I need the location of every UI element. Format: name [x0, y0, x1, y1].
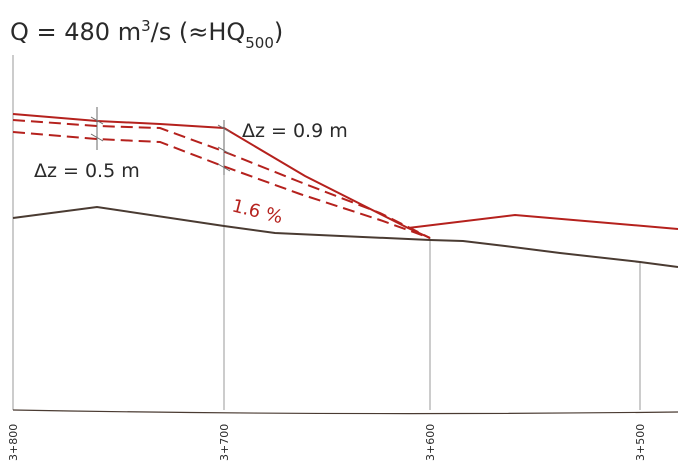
station-label-3500: 3+500 [634, 424, 647, 461]
baseline [12, 409, 678, 415]
water-level-dashed-line-1 [12, 119, 431, 239]
ground-profile-line [12, 205, 678, 268]
dz-marker-left [90, 107, 104, 150]
delta-z-lower-label: Δz = 0.5 m [34, 160, 140, 182]
slope-label: 1.6 % [230, 195, 285, 228]
dz-marker-right [217, 120, 231, 175]
discharge-title: Q = 480 m3/s (≈HQ500) [10, 17, 283, 52]
station-label-3800: 3+800 [7, 424, 20, 461]
station-label-3700: 3+700 [218, 424, 231, 461]
water-level-dashed-line-2 [12, 131, 431, 239]
water-level-solid-right-line [407, 213, 678, 230]
delta-z-upper-label: Δz = 0.9 m [242, 120, 348, 142]
station-label-3600: 3+600 [424, 424, 437, 461]
